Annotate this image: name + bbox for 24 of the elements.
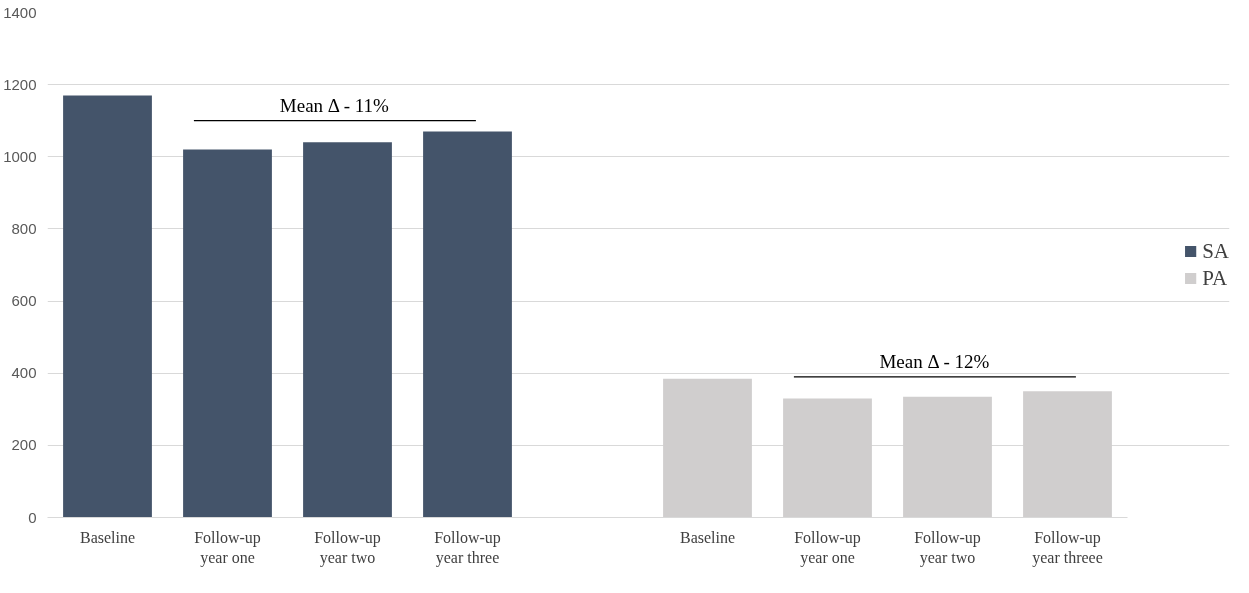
x-tick-label: Follow-up year two	[914, 528, 981, 567]
x-tick-label: Follow-up year three	[434, 528, 501, 567]
y-tick-label: 1000	[3, 147, 37, 165]
y-tick-label: 600	[11, 292, 37, 310]
x-tick-label: Follow-up year one	[794, 528, 861, 567]
x-tick-label: Follow-up year threee	[1032, 528, 1103, 567]
y-tick-label: 1400	[3, 3, 37, 21]
ref-line-label: Mean Δ - 11%	[279, 95, 390, 117]
y-tick-label: 800	[11, 219, 37, 237]
y-tick-label: 1200	[3, 75, 37, 93]
x-tick-label: Baseline	[79, 528, 136, 546]
bar	[183, 149, 272, 518]
bar	[63, 95, 152, 518]
legend-label: PA	[1202, 265, 1228, 291]
x-tick-label: Follow-up year two	[314, 528, 381, 567]
x-tick-label: Follow-up year one	[194, 528, 261, 567]
ref-line-label: Mean Δ - 12%	[879, 351, 990, 373]
legend-label: SA	[1202, 238, 1229, 264]
x-tick-label: Baseline	[679, 528, 736, 546]
y-tick-label: 200	[11, 436, 37, 454]
y-tick-label: 0	[28, 508, 37, 526]
bar	[303, 142, 392, 518]
y-tick-label: 400	[11, 364, 37, 382]
bar	[423, 131, 512, 518]
